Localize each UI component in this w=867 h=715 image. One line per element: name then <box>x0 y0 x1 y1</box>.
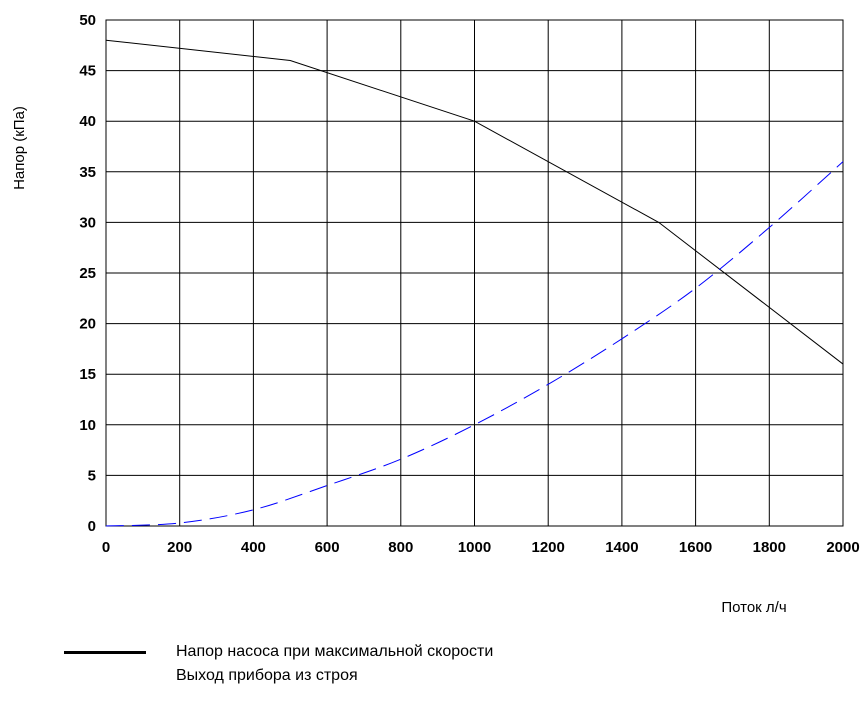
x-tick-label: 400 <box>241 539 266 556</box>
x-tick-label: 2000 <box>826 539 859 556</box>
tick-labels: 0 200 400 600 800 1000 1200 1400 1600 1800 2000 0 5 1… <box>79 12 859 556</box>
y-tick-label: 40 <box>79 113 96 130</box>
legend: Напор насоса при максимальной скорости В… <box>64 640 493 688</box>
y-tick-label: 0 <box>88 518 96 535</box>
x-tick-label: 0 <box>102 539 110 556</box>
y-tick-label: 25 <box>79 265 96 282</box>
y-tick-label: 35 <box>79 164 96 181</box>
series-layer <box>105 39 844 527</box>
x-tick-label: 1200 <box>532 539 565 556</box>
legend-label-series-1: Напор насоса при максимальной скорости <box>176 643 494 660</box>
x-tick-label: 1600 <box>679 539 712 556</box>
series-line-1 <box>105 39 844 365</box>
plot-frame <box>105 19 844 527</box>
y-tick-label: 15 <box>79 366 96 383</box>
y-tick-label: 30 <box>79 214 96 231</box>
chart: 0 200 400 600 800 1000 1200 1400 1600 1800 2000 0 5 1… <box>11 12 860 616</box>
axes <box>105 19 844 527</box>
y-tick-label: 5 <box>88 467 96 484</box>
legend-label-series-2: Выход прибора из строя <box>176 667 358 684</box>
y-tick-label: 50 <box>79 12 96 29</box>
legend-item-series-2: Выход прибора из строя <box>64 664 493 688</box>
y-tick-label: 20 <box>79 316 96 333</box>
series-line-2 <box>105 161 844 527</box>
legend-swatch-dashed <box>64 669 146 683</box>
x-tick-label: 1800 <box>753 539 786 556</box>
x-tick-label: 800 <box>388 539 413 556</box>
y-tick-label: 10 <box>79 417 96 434</box>
x-tick-label: 1000 <box>458 539 491 556</box>
x-tick-label: 200 <box>167 539 192 556</box>
legend-item-series-1: Напор насоса при максимальной скорости <box>64 640 493 664</box>
y-axis-title: Напор (кПа) <box>11 106 28 190</box>
x-tick-label: 600 <box>315 539 340 556</box>
legend-swatch-solid <box>64 645 146 659</box>
grid <box>105 19 844 527</box>
x-axis-title: Поток л/ч <box>721 599 786 616</box>
x-tick-label: 1400 <box>605 539 638 556</box>
y-tick-label: 45 <box>79 63 96 80</box>
